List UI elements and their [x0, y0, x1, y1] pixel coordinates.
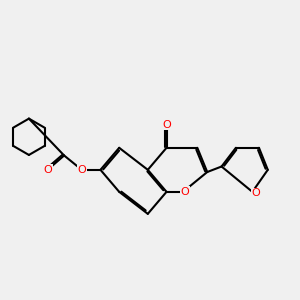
Text: O: O: [43, 165, 52, 175]
Text: O: O: [180, 187, 189, 197]
Text: O: O: [251, 188, 260, 199]
Text: O: O: [162, 120, 171, 130]
Text: O: O: [77, 165, 86, 175]
